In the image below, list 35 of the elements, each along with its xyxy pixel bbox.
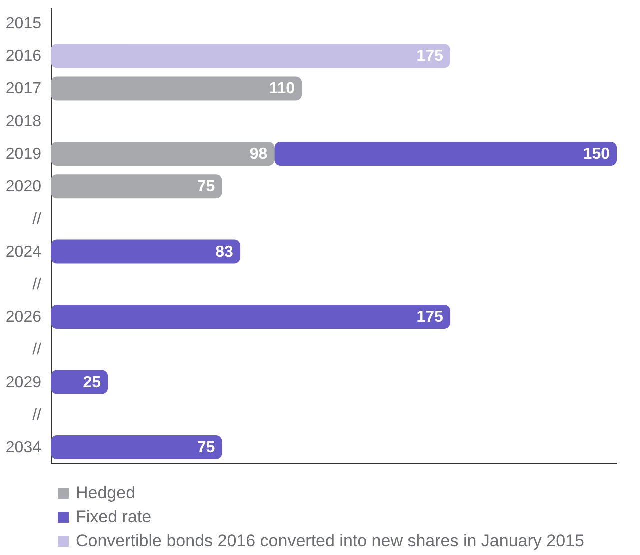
data-label: 150 [583,146,610,163]
y-tick-label: 2034 [6,440,42,457]
bar [51,370,108,394]
data-label: 175 [416,48,444,66]
y-tick-label: // [32,276,42,294]
data-label: 98 [250,146,268,163]
y-tick-label: 2017 [6,80,42,98]
bar [51,142,275,166]
y-tick-label: 2018 [6,113,42,130]
bar [274,142,617,166]
data-label: 110 [269,80,296,98]
data-label: 175 [416,309,444,326]
y-tick-label: 2024 [6,244,42,261]
y-tick-label: 2019 [6,146,42,163]
data-label: 25 [83,374,102,392]
y-tick-label: 2029 [6,374,42,392]
legend-label: Convertible bonds 2016 converted into new shares in January 2015 [76,532,584,550]
bar [51,174,222,199]
bar [51,76,302,101]
data-label: 83 [216,244,234,261]
data-label: 75 [197,178,216,196]
y-tick-label: 2026 [6,309,42,326]
bar [51,240,240,264]
y-tick-label: 2020 [6,178,42,196]
bar [51,305,450,330]
data-label: 75 [197,440,216,457]
y-tick-label: // [32,342,42,359]
legend-label: Hedged [76,484,136,502]
y-tick-label: 2016 [6,48,42,66]
y-tick-label: // [32,211,42,228]
legend-label: Fixed rate [76,508,152,526]
bar [51,436,222,460]
bar [51,44,450,68]
y-tick-label: // [32,406,42,424]
y-tick-label: 2015 [6,15,42,32]
